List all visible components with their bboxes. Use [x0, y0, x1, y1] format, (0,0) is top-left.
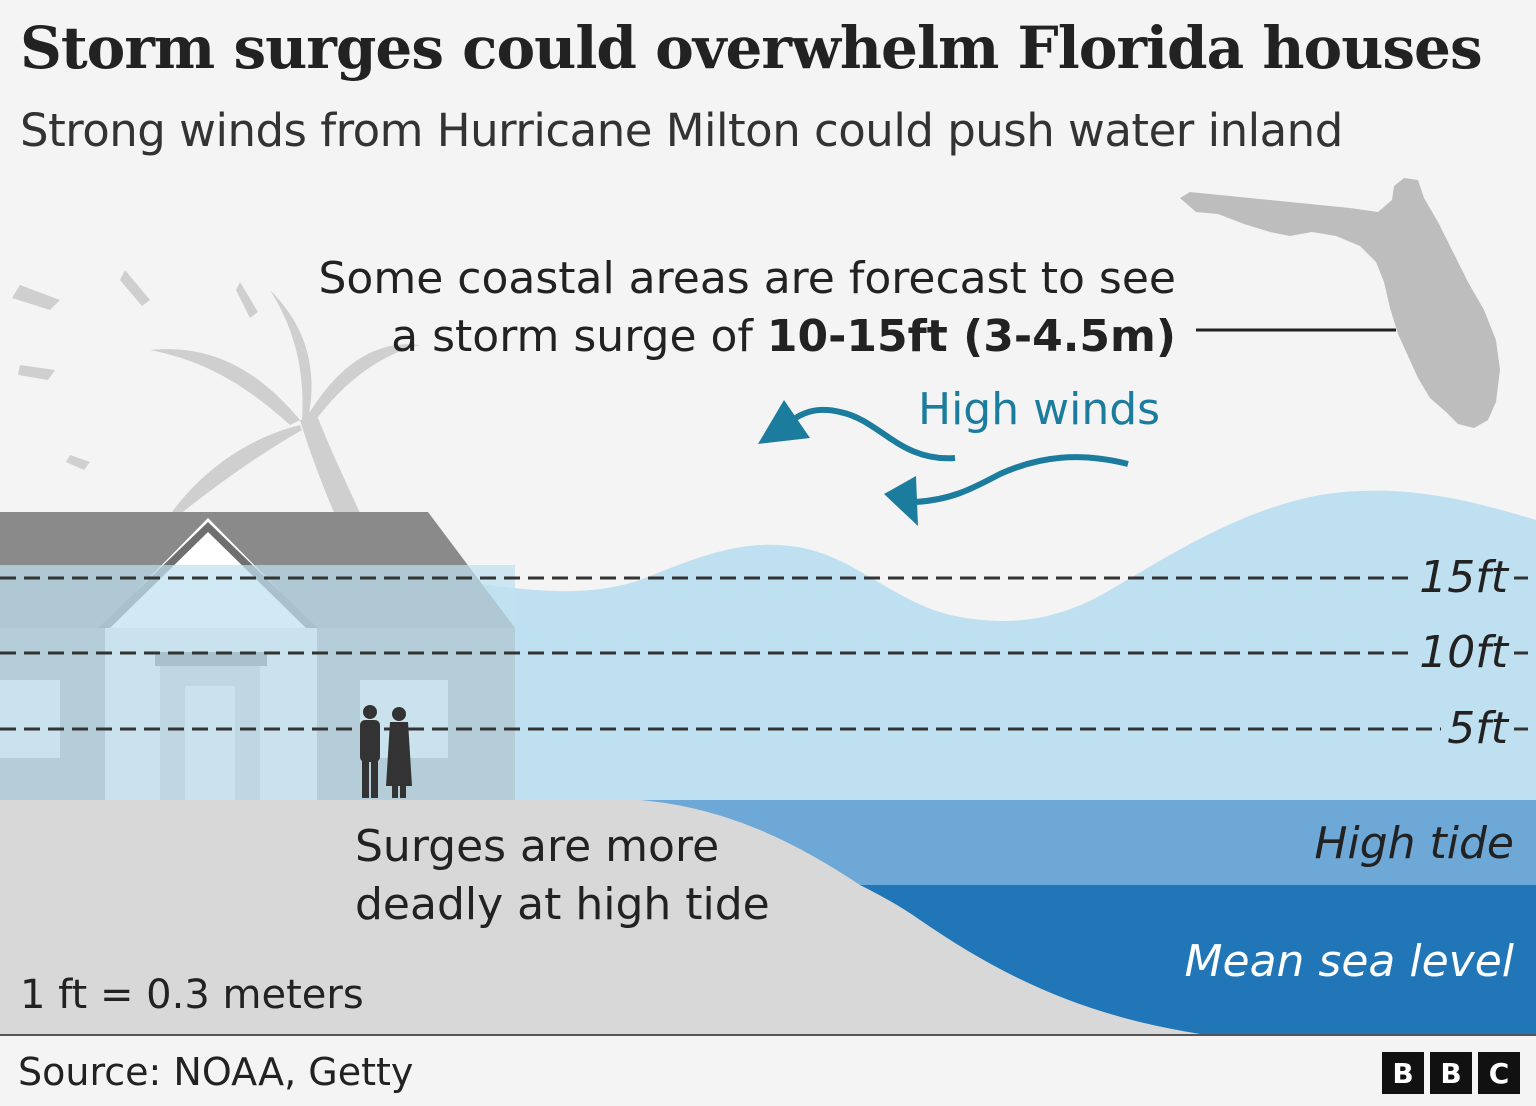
callout-line-2: a storm surge of 10-15ft (3-4.5m) [318, 308, 1176, 366]
callout-surge-range: 10-15ft (3-4.5m) [766, 311, 1176, 362]
level-label-10ft: 10ft [1413, 627, 1514, 678]
page-subtitle: Strong winds from Hurricane Milton could… [20, 104, 1343, 157]
high-tide-band [640, 800, 1536, 885]
bbc-logo-letter: B [1382, 1052, 1424, 1094]
wind-arrow-icon [758, 400, 1129, 526]
high-tide-label: High tide [1314, 818, 1514, 869]
high-winds-label: High winds [918, 384, 1161, 435]
page-title: Storm surges could overwhelm Florida hou… [20, 14, 1483, 82]
unit-conversion-note: 1 ft = 0.3 meters [20, 972, 364, 1018]
level-label-5ft: 5ft [1441, 703, 1514, 754]
level-lines [0, 576, 1536, 731]
high-tide-note-line-2: deadly at high tide [355, 879, 770, 930]
callout-line-1: Some coastal areas are forecast to see [318, 253, 1176, 304]
high-tide-note-line-1: Surges are more [355, 821, 720, 872]
bbc-logo-letter: B [1430, 1052, 1472, 1094]
ground [0, 800, 1200, 1034]
bbc-logo-letter: C [1478, 1052, 1520, 1094]
mean-sea-level-label: Mean sea level [1184, 936, 1514, 987]
source-credit: Source: NOAA, Getty [18, 1050, 414, 1094]
florida-map-icon [1180, 178, 1500, 428]
level-label-15ft: 15ft [1413, 552, 1514, 603]
bbc-logo: B B C [1382, 1052, 1520, 1094]
surge-forecast-callout: Some coastal areas are forecast to see a… [318, 250, 1176, 366]
flooded-house-overlay [0, 565, 515, 800]
mean-sea-level-band [860, 885, 1536, 1034]
high-tide-note: Surges are more deadly at high tide [355, 818, 770, 934]
callout-line-2-prefix: a storm surge of [391, 311, 767, 362]
footer-divider [0, 1034, 1536, 1036]
